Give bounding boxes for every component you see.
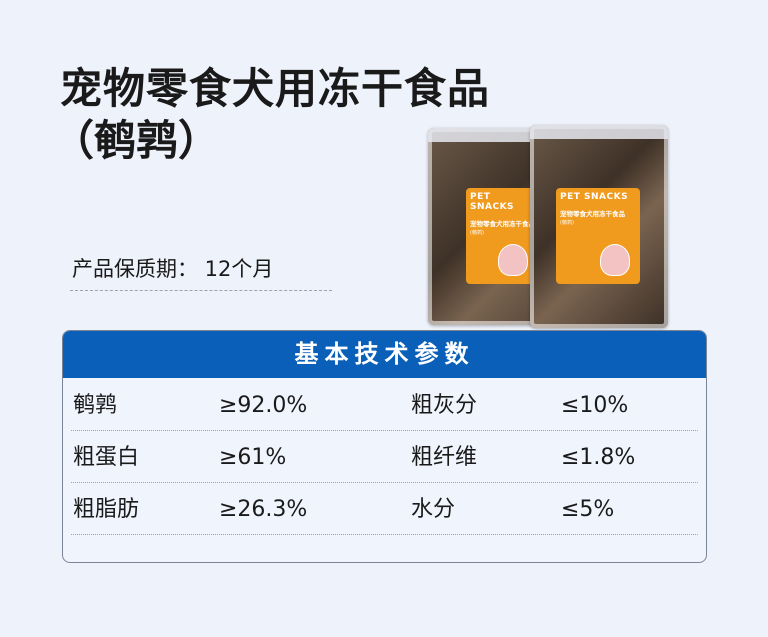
spec-value: ≤5% bbox=[561, 497, 615, 522]
spec-name: 粗蛋白 bbox=[73, 445, 140, 470]
product-label: PET SNACKS 宠物零食犬用冻干食品 (鹌鹑) bbox=[466, 188, 538, 284]
spec-value: ≥61% bbox=[219, 445, 287, 470]
spec-name: 粗灰分 bbox=[411, 393, 478, 418]
spec-value: ≤1.8% bbox=[561, 445, 636, 470]
label-brand: PET SNACKS bbox=[560, 192, 629, 202]
table-row: 鹌鹑 ≥92.0% 粗灰分 ≤10% bbox=[71, 378, 698, 431]
mascot-icon bbox=[498, 244, 528, 276]
spec-value: ≤10% bbox=[561, 393, 629, 418]
spec-name: 粗脂肪 bbox=[73, 497, 140, 522]
product-label: PET SNACKS 宠物零食犬用冻干食品 (鹌鹑) bbox=[556, 188, 640, 284]
spec-table: 基本技术参数 鹌鹑 ≥92.0% 粗灰分 ≤10% 粗蛋白 ≥61% 粗纤维 ≤… bbox=[62, 330, 707, 563]
spec-name: 鹌鹑 bbox=[73, 393, 118, 418]
spec-name: 水分 bbox=[411, 497, 456, 522]
spec-name: 粗纤维 bbox=[411, 445, 478, 470]
label-brand: PET SNACKS bbox=[470, 192, 515, 212]
spec-table-header: 基本技术参数 bbox=[63, 331, 706, 378]
divider bbox=[70, 290, 332, 291]
page-title: 宠物零食犬用冻干食品 bbox=[60, 64, 491, 113]
spec-value: ≥26.3% bbox=[219, 497, 308, 522]
product-bag: PET SNACKS 宠物零食犬用冻干食品 (鹌鹑) bbox=[530, 125, 668, 328]
spec-value: ≥92.0% bbox=[219, 393, 308, 418]
label-variant: (鹌鹑) bbox=[470, 230, 484, 236]
label-name: 宠物零食犬用冻干食品 bbox=[560, 210, 625, 218]
label-name: 宠物零食犬用冻干食品 bbox=[470, 220, 535, 228]
mascot-icon bbox=[600, 244, 630, 276]
shelf-life: 产品保质期： 12个月 bbox=[72, 257, 274, 281]
table-row: 粗蛋白 ≥61% 粗纤维 ≤1.8% bbox=[71, 430, 698, 483]
page-subtitle: （鹌鹑） bbox=[52, 116, 221, 165]
table-row: 粗脂肪 ≥26.3% 水分 ≤5% bbox=[71, 482, 698, 535]
label-variant: (鹌鹑) bbox=[560, 220, 574, 226]
